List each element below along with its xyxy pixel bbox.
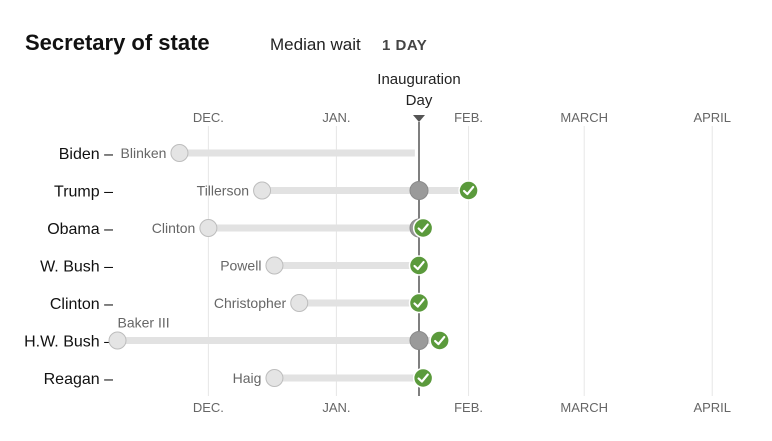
median-wait-label: Median wait	[270, 35, 361, 54]
confirmed-check-icon	[458, 180, 479, 201]
nomination-dot	[265, 369, 284, 387]
month-label-bottom-march: MARCH	[560, 400, 608, 415]
nominee-label: Blinken	[121, 145, 167, 161]
nominee-label: Baker III	[118, 315, 170, 331]
president-rows: Biden – Blinken Trump – Tillerson Obama – Cli…	[24, 144, 479, 389]
month-label-bottom-dec: DEC.	[193, 400, 224, 415]
inauguration-day-marker: Inauguration Day	[377, 71, 461, 396]
nomination-dot	[108, 331, 127, 350]
president-label: Obama –	[47, 221, 113, 238]
month-label-top-april: APRIL	[693, 110, 731, 125]
nominee-label: Powell	[220, 258, 261, 274]
nominee-label: Christopher	[214, 295, 287, 311]
confirmed-check-icon	[408, 292, 430, 314]
president-label: Trump –	[54, 184, 113, 201]
nomination-dot	[199, 219, 218, 237]
row-biden: Biden – Blinken	[59, 144, 415, 163]
month-label-bottom-feb: FEB.	[454, 400, 483, 415]
confirmed-check-icon	[429, 330, 450, 351]
nomination-dot	[290, 294, 309, 312]
inauguration-label-line1: Inauguration	[377, 71, 460, 88]
month-axis-bottom: DEC. JAN. FEB. MARCH APRIL	[193, 400, 731, 415]
president-label: W. Bush –	[40, 259, 113, 276]
nomination-dot	[170, 144, 189, 162]
month-label-bottom-jan: JAN.	[322, 400, 350, 415]
nomination-dot	[253, 181, 272, 200]
month-label-bottom-april: APRIL	[693, 400, 731, 415]
row-h-w-bush: H.W. Bush – Baker III	[24, 315, 450, 351]
row-trump: Trump – Tillerson	[54, 180, 479, 201]
confirmed-check-icon	[412, 217, 434, 239]
nominee-label: Clinton	[152, 220, 196, 236]
president-label: Biden –	[59, 146, 113, 163]
president-label: Clinton –	[50, 296, 113, 313]
president-label: H.W. Bush –	[24, 334, 113, 351]
median-wait-value: 1 DAY	[382, 37, 428, 54]
nominee-label: Haig	[233, 370, 262, 386]
month-axis-top: DEC. JAN. FEB. MARCH APRIL	[193, 110, 731, 125]
confirmed-check-icon	[412, 367, 434, 389]
confirmed-check-icon	[408, 255, 430, 276]
inauguration-dot	[409, 331, 429, 350]
inauguration-dot	[409, 181, 429, 200]
row-clinton: Clinton – Christopher	[50, 292, 430, 314]
inauguration-arrow-icon	[413, 115, 425, 122]
month-label-top-feb: FEB.	[454, 110, 483, 125]
nominee-label: Tillerson	[197, 183, 249, 199]
month-label-top-march: MARCH	[560, 110, 608, 125]
inauguration-label-line2: Day	[406, 92, 433, 109]
row-w-bush: W. Bush – Powell	[40, 255, 430, 276]
nomination-dot	[265, 256, 284, 275]
row-obama: Obama – Clinton	[47, 217, 434, 239]
row-reagan: Reagan – Haig	[44, 367, 434, 389]
chart-title: Secretary of state	[25, 30, 210, 55]
month-gridlines	[207, 126, 713, 396]
president-label: Reagan –	[44, 371, 113, 388]
month-label-top-jan: JAN.	[322, 110, 350, 125]
month-label-top-dec: DEC.	[193, 110, 224, 125]
